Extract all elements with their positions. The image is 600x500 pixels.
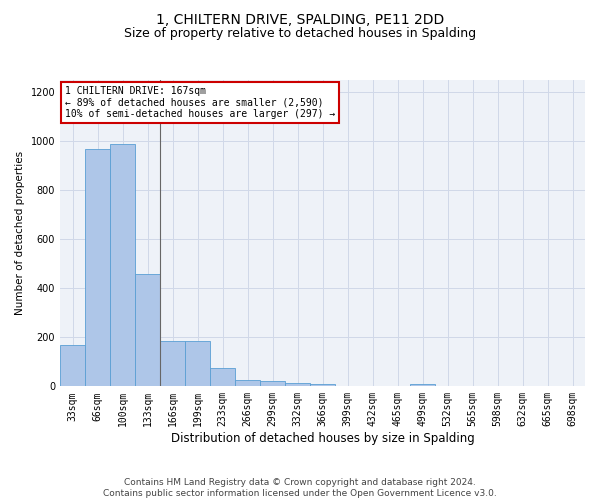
Bar: [160, 341, 185, 386]
Bar: [235, 380, 260, 386]
Bar: [410, 384, 435, 386]
Y-axis label: Number of detached properties: Number of detached properties: [15, 151, 25, 315]
Bar: [310, 384, 335, 386]
Bar: [185, 341, 210, 386]
Bar: [285, 382, 310, 386]
Text: 1 CHILTERN DRIVE: 167sqm
← 89% of detached houses are smaller (2,590)
10% of sem: 1 CHILTERN DRIVE: 167sqm ← 89% of detach…: [65, 86, 335, 120]
Text: Contains HM Land Registry data © Crown copyright and database right 2024.
Contai: Contains HM Land Registry data © Crown c…: [103, 478, 497, 498]
Bar: [85, 148, 110, 386]
X-axis label: Distribution of detached houses by size in Spalding: Distribution of detached houses by size …: [170, 432, 475, 445]
Text: 1, CHILTERN DRIVE, SPALDING, PE11 2DD: 1, CHILTERN DRIVE, SPALDING, PE11 2DD: [156, 12, 444, 26]
Bar: [110, 144, 135, 386]
Bar: [210, 368, 235, 386]
Bar: [260, 382, 285, 386]
Text: Size of property relative to detached houses in Spalding: Size of property relative to detached ho…: [124, 28, 476, 40]
Bar: [135, 274, 160, 386]
Bar: [60, 344, 85, 387]
